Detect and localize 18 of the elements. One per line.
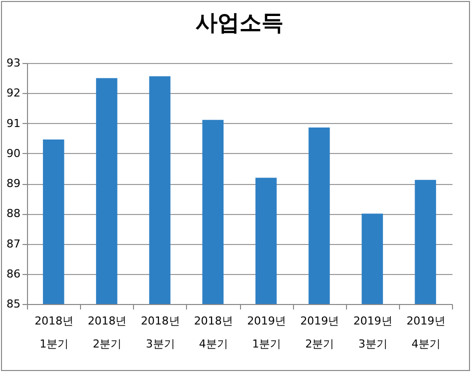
y-tick-label: 91 — [6, 116, 20, 130]
x-tick-label: 2018년 4분기 — [194, 314, 233, 350]
y-tick-label: 88 — [6, 207, 20, 220]
x-tick-label: 2019년 3분기 — [353, 314, 392, 350]
x-tick-label: 2019년 2분기 — [300, 314, 340, 350]
x-tick-label: 2018년 2분기 — [88, 314, 127, 350]
x-tick-label: 2019년 4분기 — [406, 314, 446, 350]
x-tick-label: 2018년 1분기 — [34, 314, 74, 350]
y-tick-label: 90 — [6, 146, 20, 160]
y-tick-label: 89 — [6, 177, 20, 190]
x-tick-label: 2018년 3분기 — [140, 314, 180, 350]
y-tick-label: 93 — [6, 56, 20, 70]
y-tick-label: 87 — [6, 237, 20, 250]
y-tick-label: 92 — [6, 86, 20, 100]
y-tick-label: 85 — [6, 298, 20, 310]
y-tick-label: 86 — [6, 267, 20, 280]
chart-title: 사업소득 — [196, 11, 284, 36]
x-tick-label: 2019년 1분기 — [247, 314, 286, 350]
